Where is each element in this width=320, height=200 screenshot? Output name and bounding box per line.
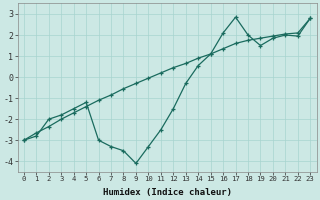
X-axis label: Humidex (Indice chaleur): Humidex (Indice chaleur)	[103, 188, 232, 197]
